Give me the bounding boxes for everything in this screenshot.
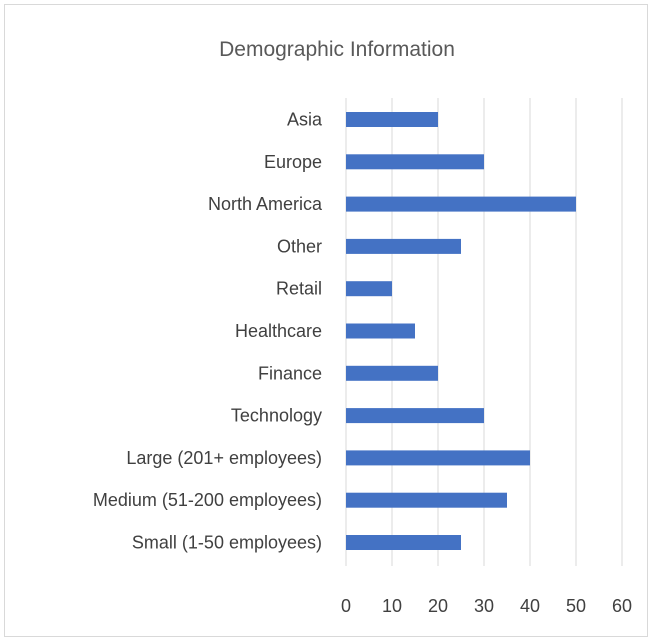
chart-title: Demographic Information	[219, 38, 455, 61]
category-label: Technology	[231, 406, 322, 426]
category-label: Retail	[276, 279, 322, 299]
category-labels: Asia Europe North America Other Retail Health…	[93, 110, 323, 553]
x-tick-label: 60	[612, 596, 632, 616]
category-label: Asia	[287, 110, 323, 130]
x-tick-label: 10	[382, 596, 402, 616]
bar	[346, 408, 484, 424]
x-tick-label: 50	[566, 596, 586, 616]
bar	[346, 365, 438, 381]
bar	[346, 238, 461, 254]
category-label: Other	[277, 236, 322, 256]
x-tick-label: 40	[520, 596, 540, 616]
chart-frame	[4, 4, 648, 637]
bar	[346, 196, 576, 212]
bar	[346, 323, 415, 339]
category-label: Large (201+ employees)	[126, 448, 322, 468]
category-label: North America	[208, 194, 323, 214]
bar	[346, 154, 484, 170]
bars	[346, 112, 576, 550]
category-label: Finance	[258, 363, 322, 383]
bar	[346, 112, 438, 127]
bar	[346, 450, 530, 466]
bar	[346, 492, 507, 508]
category-label: Small (1-50 employees)	[132, 533, 322, 553]
category-label: Healthcare	[235, 321, 322, 341]
grid-lines	[345, 98, 623, 566]
bar	[346, 535, 461, 550]
bar	[346, 281, 392, 297]
x-tick-label: 20	[428, 596, 448, 616]
x-axis-tick-labels: 0 10 20 30 40 50 60	[341, 596, 632, 616]
x-tick-label: 0	[341, 596, 351, 616]
category-label: Europe	[264, 152, 322, 172]
category-label: Medium (51-200 employees)	[93, 490, 322, 510]
x-tick-label: 30	[474, 596, 494, 616]
